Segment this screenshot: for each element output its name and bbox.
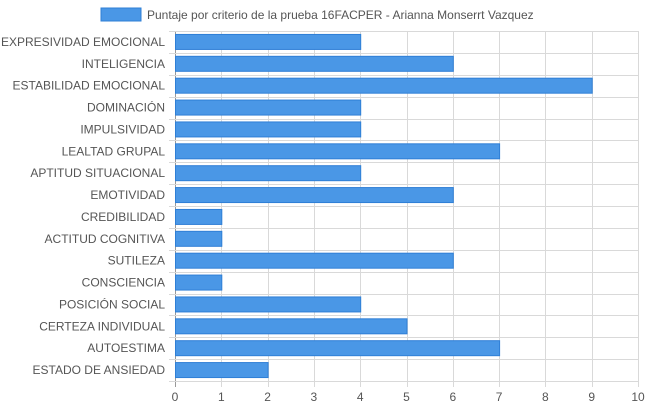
bar[interactable] [175,121,362,138]
bar[interactable] [175,187,454,204]
y-category-label: CREDIBILIDAD [81,210,165,224]
bars [175,33,593,379]
x-axis-labels: 0 1 2 3 4 5 6 7 8 9 10 [172,390,645,404]
x-tick-label: 4 [357,390,364,404]
bar[interactable] [175,230,223,247]
x-tick-label: 0 [172,390,179,404]
x-tick-label: 5 [403,390,410,404]
bar[interactable] [175,274,223,291]
y-axis-labels: EXPRESIVIDAD EMOCIONAL INTELIGENCIA ESTABI… [1,35,165,377]
x-tick-label: 3 [311,390,318,404]
bar[interactable] [175,362,269,379]
y-category-label: CONSCIENCIA [82,276,165,290]
y-category-label: INTELIGENCIA [82,57,165,71]
y-category-label: EMOTIVIDAD [90,188,165,202]
x-tick-label: 1 [218,390,225,404]
bar[interactable] [175,77,593,94]
x-tick-label: 7 [496,390,503,404]
bar[interactable] [175,165,362,182]
legend[interactable]: Puntaje por criterio de la prueba 16FACP… [100,7,534,22]
bar[interactable] [175,99,362,116]
y-category-label: SUTILEZA [108,254,165,268]
bar[interactable] [175,33,362,50]
bar[interactable] [175,143,501,160]
y-category-label: DOMINACIÓN [87,100,165,115]
y-category-label: CERTEZA INDIVIDUAL [39,319,165,333]
x-tick-label: 6 [449,390,456,404]
bar[interactable] [175,55,454,72]
y-category-label: ACTITUD COGNITIVA [45,232,165,246]
y-category-label: ESTADO DE ANSIEDAD [33,363,166,377]
bar[interactable] [175,296,362,313]
bar[interactable] [175,340,501,357]
bar[interactable] [175,252,454,269]
x-tick-label: 2 [264,390,271,404]
y-category-label: IMPULSIVIDAD [80,122,165,136]
y-category-label: AUTOESTIMA [87,341,165,355]
legend-label: Puntaje por criterio de la prueba 16FACP… [147,8,534,22]
bar[interactable] [175,318,408,335]
y-category-label: LEALTAD GRUPAL [62,144,166,158]
y-category-label: POSICIÓN SOCIAL [59,296,165,311]
bar[interactable] [175,208,223,225]
x-tick-label: 9 [588,390,595,404]
legend-swatch [100,7,142,22]
x-tick-label: 8 [542,390,549,404]
y-category-label: EXPRESIVIDAD EMOCIONAL [1,35,165,49]
y-category-label: APTITUD SITUACIONAL [30,166,165,180]
y-category-label: ESTABILIDAD EMOCIONAL [13,79,166,93]
x-tick-label: 10 [631,390,645,404]
